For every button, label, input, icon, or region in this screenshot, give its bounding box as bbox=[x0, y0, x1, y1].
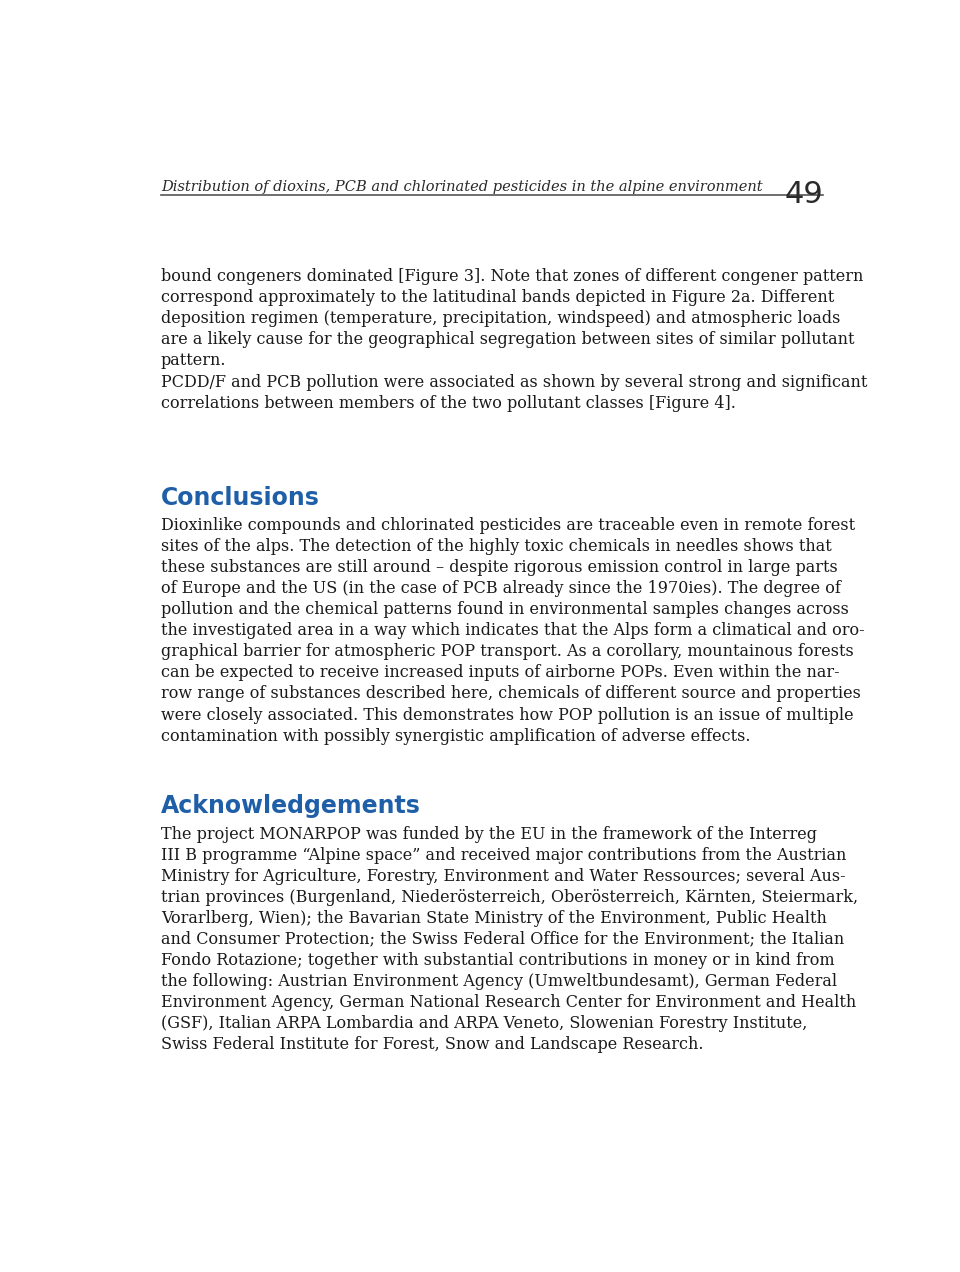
Text: are a likely cause for the geographical segregation between sites of similar pol: are a likely cause for the geographical … bbox=[161, 332, 854, 349]
Text: deposition regimen (temperature, precipitation, windspeed) and atmospheric loads: deposition regimen (temperature, precipi… bbox=[161, 310, 840, 327]
Text: the investigated area in a way which indicates that the Alps form a climatical a: the investigated area in a way which ind… bbox=[161, 622, 865, 640]
Text: can be expected to receive increased inputs of airborne POPs. Even within the na: can be expected to receive increased inp… bbox=[161, 664, 840, 682]
Text: trian provinces (Burgenland, Niederösterreich, Oberösterreich, Kärnten, Steierma: trian provinces (Burgenland, Niederöster… bbox=[161, 889, 858, 906]
Text: Ministry for Agriculture, Forestry, Environment and Water Ressources; several Au: Ministry for Agriculture, Forestry, Envi… bbox=[161, 868, 846, 884]
Text: pattern.: pattern. bbox=[161, 352, 227, 369]
Text: Fondo Rotazione; together with substantial contributions in money or in kind fro: Fondo Rotazione; together with substanti… bbox=[161, 951, 834, 969]
Text: Swiss Federal Institute for Forest, Snow and Landscape Research.: Swiss Federal Institute for Forest, Snow… bbox=[161, 1037, 704, 1053]
Text: III B programme “Alpine space” and received major contributions from the Austria: III B programme “Alpine space” and recei… bbox=[161, 847, 847, 864]
Text: row range of substances described here, chemicals of different source and proper: row range of substances described here, … bbox=[161, 686, 861, 702]
Text: Dioxinlike compounds and chlorinated pesticides are traceable even in remote for: Dioxinlike compounds and chlorinated pes… bbox=[161, 516, 855, 534]
Text: the following: Austrian Environment Agency (Umweltbundesamt), German Federal: the following: Austrian Environment Agen… bbox=[161, 973, 837, 990]
Text: of Europe and the US (in the case of PCB already since the 1970ies). The degree : of Europe and the US (in the case of PCB… bbox=[161, 580, 841, 597]
Text: contamination with possibly synergistic amplification of adverse effects.: contamination with possibly synergistic … bbox=[161, 728, 751, 744]
Text: sites of the alps. The detection of the highly toxic chemicals in needles shows : sites of the alps. The detection of the … bbox=[161, 538, 831, 555]
Text: pollution and the chemical patterns found in environmental samples changes acros: pollution and the chemical patterns foun… bbox=[161, 602, 849, 618]
Text: The project MONARPOP was funded by the EU in the framework of the Interreg: The project MONARPOP was funded by the E… bbox=[161, 826, 817, 842]
Text: PCDD/F and PCB pollution were associated as shown by several strong and signific: PCDD/F and PCB pollution were associated… bbox=[161, 374, 867, 391]
Text: Conclusions: Conclusions bbox=[161, 486, 320, 510]
Text: Acknowledgements: Acknowledgements bbox=[161, 794, 420, 818]
Text: were closely associated. This demonstrates how POP pollution is an issue of mult: were closely associated. This demonstrat… bbox=[161, 706, 853, 724]
Text: these substances are still around – despite rigorous emission control in large p: these substances are still around – desp… bbox=[161, 560, 838, 576]
Text: graphical barrier for atmospheric POP transport. As a corollary, mountainous for: graphical barrier for atmospheric POP tr… bbox=[161, 644, 853, 660]
Text: bound congeners dominated [Figure 3]. Note that zones of different congener patt: bound congeners dominated [Figure 3]. No… bbox=[161, 268, 863, 285]
Text: Distribution of dioxins, PCB and chlorinated pesticides in the alpine environmen: Distribution of dioxins, PCB and chlorin… bbox=[161, 181, 762, 195]
Text: 49: 49 bbox=[784, 181, 823, 209]
Text: Vorarlberg, Wien); the Bavarian State Ministry of the Environment, Public Health: Vorarlberg, Wien); the Bavarian State Mi… bbox=[161, 909, 827, 927]
Text: correspond approximately to the latitudinal bands depicted in Figure 2a. Differe: correspond approximately to the latitudi… bbox=[161, 289, 834, 307]
Text: and Consumer Protection; the Swiss Federal Office for the Environment; the Itali: and Consumer Protection; the Swiss Feder… bbox=[161, 931, 844, 948]
Text: (GSF), Italian ARPA Lombardia and ARPA Veneto, Slowenian Forestry Institute,: (GSF), Italian ARPA Lombardia and ARPA V… bbox=[161, 1015, 807, 1032]
Text: correlations between members of the two pollutant classes [Figure 4].: correlations between members of the two … bbox=[161, 394, 735, 412]
Text: Environment Agency, German National Research Center for Environment and Health: Environment Agency, German National Rese… bbox=[161, 993, 856, 1011]
